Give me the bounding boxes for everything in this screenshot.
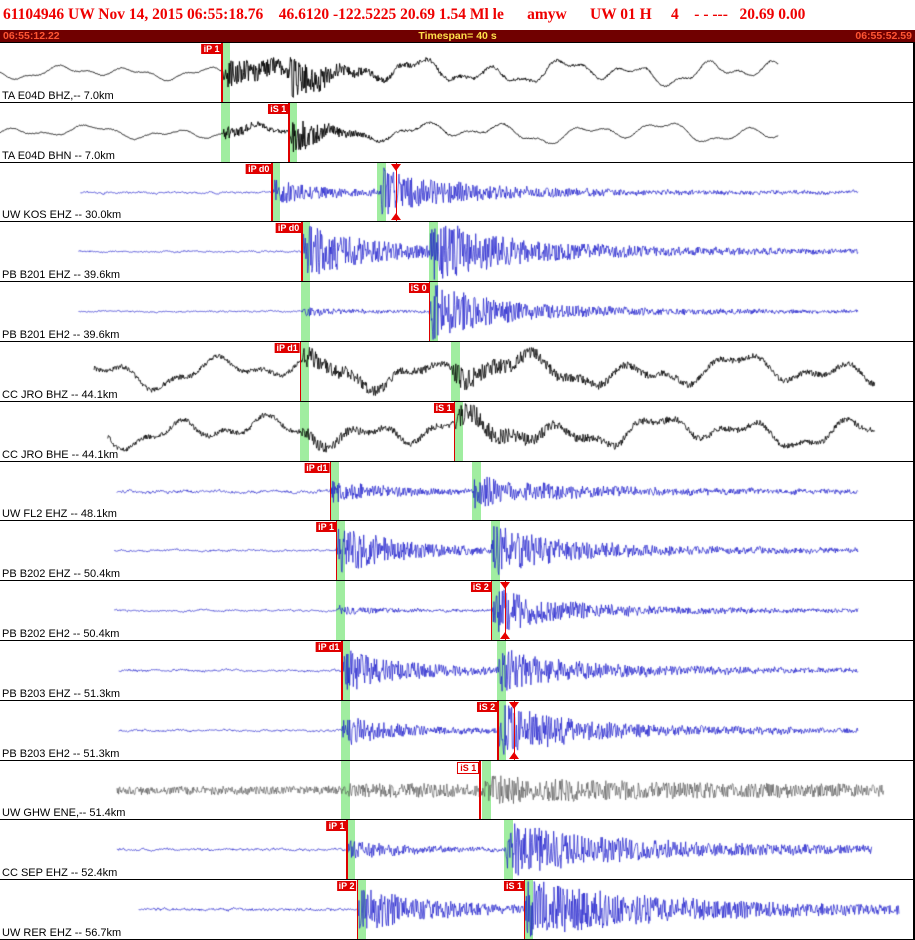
waveform-canvas[interactable] [0, 760, 913, 820]
pick-flag[interactable]: iP 1 [316, 522, 336, 533]
waveform-canvas[interactable] [0, 341, 913, 401]
pick-flag[interactable]: iP d1 [274, 342, 300, 353]
time-window-bar: 06:55:12.22 Timespan= 40 s 06:55:52.59 [0, 30, 915, 43]
window-end-time: 06:55:52.59 [855, 30, 912, 42]
waveform-canvas[interactable] [0, 581, 913, 640]
pick-line [497, 700, 499, 760]
pick-line [288, 102, 290, 162]
trace-label: TA E04D BHN -- 7.0km [2, 149, 115, 162]
pick-flag[interactable]: iS 2 [470, 582, 491, 593]
trace-label: PB B201 EH2 -- 39.6km [2, 328, 120, 341]
waveform-canvas[interactable] [0, 102, 913, 162]
trace-label: UW RER EHZ -- 56.7km [2, 926, 122, 939]
pick-line [346, 820, 348, 880]
waveform-canvas[interactable] [0, 162, 913, 222]
trace-label: CC JRO BHE -- 44.1km [2, 448, 119, 461]
pick-flag[interactable]: iS 1 [268, 103, 289, 114]
waveform-canvas[interactable] [0, 640, 913, 700]
pick-line [428, 282, 431, 341]
waveform-canvas[interactable] [0, 700, 913, 760]
coda-marker-line [504, 581, 506, 640]
coda-marker-triangle [499, 582, 510, 590]
pick-line [524, 880, 526, 939]
event-summary-header: 61104946 UW Nov 14, 2015 06:55:18.76 46.… [0, 0, 915, 30]
trace-panel-uw-fl2-ehz: iP d1 UW FL2 EHZ -- 48.1km [0, 461, 913, 522]
trace-panel-ta-e04d-bhn: iS 1 TA E04D BHN -- 7.0km [0, 102, 913, 163]
pick-line [335, 521, 338, 581]
pick-line [479, 760, 481, 820]
trace-label: CC JRO BHZ -- 44.1km [2, 388, 118, 401]
coda-marker-line [514, 700, 516, 760]
pick-line [271, 162, 273, 222]
pick-line [301, 222, 303, 282]
coda-marker-triangle [509, 751, 520, 759]
pick-flag[interactable]: iP d1 [316, 641, 342, 652]
waveform-canvas[interactable] [0, 401, 913, 461]
trace-label: PB B203 EH2 -- 51.3km [2, 747, 120, 760]
trace-label: UW FL2 EHZ -- 48.1km [2, 508, 117, 521]
pick-flag[interactable]: iS 1 [457, 761, 480, 774]
coda-marker-triangle [499, 631, 510, 639]
waveform-canvas[interactable] [0, 222, 913, 282]
trace-panel-cc-sep-ehz: iP 1 CC SEP EHZ -- 52.4km [0, 820, 913, 881]
trace-panel-pb-b202-eh2: iS 2 PB B202 EH2 -- 50.4km [0, 581, 913, 641]
trace-label: PB B203 EHZ -- 51.3km [2, 687, 120, 700]
pick-flag[interactable]: iP d1 [304, 462, 330, 473]
trace-panel-uw-kos-ehz: iP d0 UW KOS EHZ -- 30.0km [0, 162, 913, 223]
waveform-canvas[interactable] [0, 521, 913, 581]
pick-flag[interactable]: iP 1 [201, 44, 222, 54]
pick-line [221, 43, 223, 102]
trace-label: UW GHW ENE,-- 51.4km [2, 807, 126, 820]
trace-label: UW KOS EHZ -- 30.0km [2, 209, 122, 222]
waveform-canvas[interactable] [0, 820, 913, 880]
pick-flag[interactable]: iP 2 [336, 881, 357, 892]
pick-line [341, 640, 343, 700]
pick-flag[interactable]: iS 2 [477, 701, 498, 712]
coda-marker-triangle [391, 163, 402, 171]
trace-label: CC SEP EHZ -- 52.4km [2, 867, 118, 880]
pick-flag[interactable]: iP d0 [275, 223, 302, 234]
pick-flag[interactable]: iS 1 [504, 881, 525, 892]
waveform-canvas[interactable] [0, 282, 913, 341]
waveform-canvas[interactable] [0, 43, 913, 102]
trace-panel-pb-b203-eh2: iS 2 PB B203 EH2 -- 51.3km [0, 700, 913, 761]
pick-line [329, 461, 331, 521]
trace-panel-cc-jro-bhz: iP d1 CC JRO BHZ -- 44.1km [0, 341, 913, 402]
pick-line [490, 581, 493, 640]
trace-label: PB B202 EH2 -- 50.4km [2, 627, 120, 640]
coda-marker-line [396, 162, 398, 222]
coda-marker-triangle [391, 213, 402, 221]
waveform-canvas[interactable] [0, 461, 913, 521]
coda-marker-triangle [509, 701, 520, 709]
trace-panel-uw-rer-ehz: iP 2 iS 1 UW RER EHZ -- 56.7km [0, 880, 913, 940]
trace-panel-pb-b201-eh2: iS 0 PB B201 EH2 -- 39.6km [0, 282, 913, 342]
timespan-label: Timespan= 40 s [418, 30, 497, 42]
trace-label: PB B201 EHZ -- 39.6km [2, 269, 120, 282]
trace-panel-cc-jro-bhe: iS 1 CC JRO BHE -- 44.1km [0, 401, 913, 462]
trace-panel-pb-b202-ehz: iP 1 PB B202 EHZ -- 50.4km [0, 521, 913, 582]
event-summary-text: 61104946 UW Nov 14, 2015 06:55:18.76 46.… [3, 6, 806, 23]
waveform-canvas[interactable] [0, 880, 913, 939]
pick-flag[interactable]: iP d0 [246, 163, 272, 174]
pick-flag[interactable]: iS 0 [408, 283, 429, 294]
pick-line [299, 341, 302, 401]
trace-panel-ta-e04d-bhz: iP 1 TA E04D BHZ,-- 7.0km [0, 43, 913, 103]
trace-stack: iP 1 TA E04D BHZ,-- 7.0km iS 1 TA E04D BHN … [0, 43, 915, 940]
trace-panel-pb-b203-ehz: iP d1 PB B203 EHZ -- 51.3km [0, 640, 913, 701]
pick-line [453, 401, 455, 461]
trace-panel-pb-b201-ehz: iP d0 PB B201 EHZ -- 39.6km [0, 222, 913, 283]
trace-panel-uw-ghw-ene: iS 1 UW GHW ENE,-- 51.4km [0, 760, 913, 821]
trace-label: PB B202 EHZ -- 50.4km [2, 568, 120, 581]
trace-label: TA E04D BHZ,-- 7.0km [2, 89, 114, 102]
pick-flag[interactable]: iP 1 [326, 821, 347, 832]
window-start-time: 06:55:12.22 [3, 30, 60, 42]
pick-flag[interactable]: iS 1 [433, 402, 454, 413]
pick-line [356, 880, 358, 939]
